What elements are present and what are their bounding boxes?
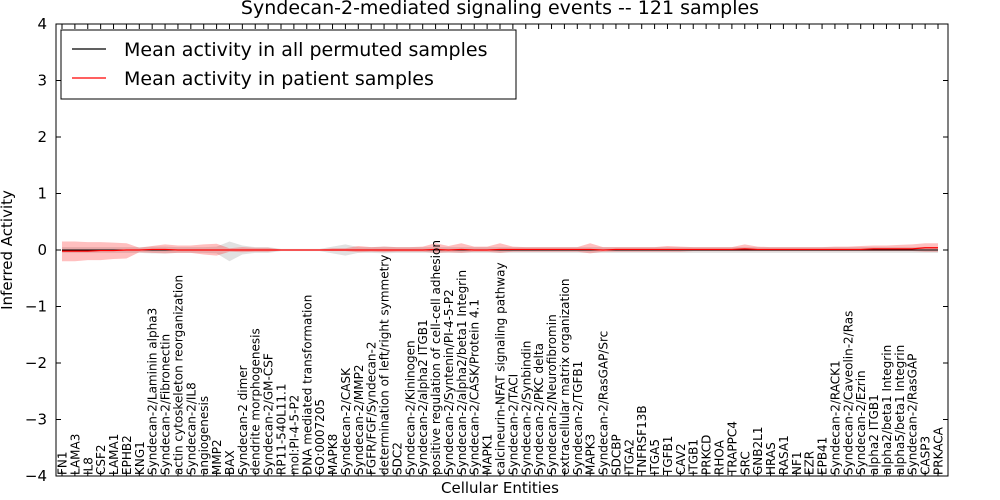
x-tick-label: MAPK8 bbox=[326, 434, 340, 475]
band-patient bbox=[62, 241, 938, 262]
x-tick-label: Syndecan-2/Laminin alpha3 bbox=[146, 308, 160, 475]
legend-label-patient: Mean activity in patient samples bbox=[124, 68, 434, 90]
x-tick-label: DNA mediated transformation bbox=[300, 295, 314, 475]
x-tick-label: Syndecan-2/RACK1 bbox=[828, 360, 842, 475]
line-patient bbox=[62, 247, 938, 252]
y-tick-label: 1 bbox=[37, 185, 47, 203]
x-tick-label: Syndecan-2/MMP2 bbox=[352, 365, 366, 475]
series-lines bbox=[62, 247, 938, 252]
x-tick-label: KNG1 bbox=[133, 441, 147, 475]
x-tick-label: Syndecan-2/Syntenin/PI-4-5-P2 bbox=[442, 289, 456, 475]
x-axis: FN1LAMA3IL8CSF2LAMA1EPHB2KNG1Syndecan-2/… bbox=[56, 24, 946, 476]
x-tick-label: TGFB1 bbox=[661, 436, 675, 476]
y-axis-label: Inferred Activity bbox=[0, 190, 16, 310]
x-tick-label: Syndecan-2/GM-CSF bbox=[262, 353, 276, 475]
x-tick-label: BAX bbox=[223, 450, 237, 475]
x-tick-label: SDC2 bbox=[390, 442, 404, 475]
x-tick-label: EPHB2 bbox=[120, 435, 134, 475]
x-tick-label: GNB2L1 bbox=[751, 427, 765, 475]
series-bands bbox=[62, 241, 938, 262]
x-tick-label: Syndecan-2 dimer bbox=[236, 365, 250, 475]
x-axis-label: Cellular Entities bbox=[441, 479, 559, 497]
x-tick-label: EPB41 bbox=[816, 437, 830, 475]
y-tick-label: −1 bbox=[25, 298, 47, 316]
x-tick-label: HRAS bbox=[764, 442, 778, 475]
x-tick-label: alpha2/beta1 Integrin bbox=[880, 345, 894, 475]
y-tick-label: −4 bbox=[25, 467, 47, 485]
x-tick-label: CSF2 bbox=[94, 444, 108, 475]
x-tick-label: Syndecan-2/Synbindin bbox=[519, 341, 533, 475]
x-tick-label: RHOA bbox=[713, 439, 727, 475]
x-tick-label: Syndecan-2/alpha2/beta1 Integrin bbox=[455, 270, 469, 475]
band-permuted bbox=[62, 241, 938, 262]
x-tick-label: TNFRSF13B bbox=[635, 405, 649, 476]
legend-label-permuted: Mean activity in all permuted samples bbox=[124, 39, 487, 61]
x-tick-label: ITGB1 bbox=[687, 439, 701, 475]
x-tick-label: Syndecan-2/IL8 bbox=[184, 382, 198, 475]
x-tick-label: alpha2 ITGB1 bbox=[867, 394, 881, 475]
x-tick-label: RP11-540L11.1 bbox=[275, 384, 289, 475]
y-tick-label: 3 bbox=[37, 72, 47, 90]
x-tick-label: extracellular matrix organization bbox=[558, 279, 572, 476]
legend-box bbox=[60, 29, 517, 100]
x-tick-label: RASA1 bbox=[777, 435, 791, 475]
x-tick-label: EZR bbox=[803, 451, 817, 475]
x-tick-label: actin cytoskeleton reorganization bbox=[171, 275, 185, 475]
x-tick-label: Syndecan-2/Neurofibromin bbox=[545, 314, 559, 475]
x-tick-label: Syndecan-2/CASK/Protein 4.1 bbox=[468, 299, 482, 475]
x-tick-label: alpha5/beta1 Integrin bbox=[893, 345, 907, 475]
x-tick-label: CAV2 bbox=[674, 443, 688, 475]
x-tick-label: Syndecan-2/Kininogen bbox=[403, 340, 417, 475]
x-tick-label: GO:0007205 bbox=[313, 399, 327, 475]
legend: Mean activity in all permuted samples Me… bbox=[60, 29, 517, 100]
y-tick-label: 2 bbox=[37, 128, 47, 146]
x-tick-label: Syndecan-2/alpha2 ITGB1 bbox=[416, 319, 430, 475]
x-tick-label: Syndecan-2/CASK bbox=[339, 367, 353, 475]
y-tick-label: −3 bbox=[25, 411, 47, 429]
x-tick-label: PRKCD bbox=[700, 435, 714, 475]
x-tick-label: mol:PI-4-5-P2 bbox=[287, 395, 301, 475]
x-tick-label: Syndecan-2/RasGAP/Src bbox=[597, 331, 611, 475]
x-tick-label: Syndecan-2/TACI bbox=[506, 374, 520, 475]
x-tick-label: Syndecan-2/Caveolin-2/Ras bbox=[841, 311, 855, 475]
x-tick-label: MAPK1 bbox=[481, 434, 495, 475]
x-tick-label: CASP3 bbox=[919, 436, 933, 475]
chart-title: Syndecan-2-mediated signaling events -- … bbox=[241, 0, 759, 19]
x-tick-label: Syndecan-2/Ezrin bbox=[854, 370, 868, 475]
x-tick-label: LAMA3 bbox=[68, 434, 82, 475]
x-tick-label: PRKACA bbox=[932, 426, 946, 475]
plot-frame bbox=[55, 23, 949, 477]
x-tick-label: angiogenesis bbox=[197, 396, 211, 475]
x-tick-label: positive regulation of cell-cell adhesio… bbox=[429, 240, 443, 475]
x-tick-label: FGFR/FGF/Syndecan-2 bbox=[365, 342, 379, 475]
x-tick-label: IL8 bbox=[81, 457, 95, 475]
y-tick-label: 0 bbox=[37, 241, 47, 259]
x-tick-label: ITGA5 bbox=[648, 439, 662, 475]
x-tick-label: FN1 bbox=[56, 451, 70, 475]
x-tick-label: LAMA1 bbox=[107, 434, 121, 475]
x-tick-label: MMP2 bbox=[210, 439, 224, 475]
x-tick-label: NF1 bbox=[790, 451, 804, 475]
x-tick-label: MAPK3 bbox=[584, 434, 598, 475]
x-tick-label: calcineurin-NFAT signaling pathway bbox=[494, 262, 508, 475]
x-tick-label: determination of left/right symmetry bbox=[378, 255, 392, 475]
x-tick-label: Syndecan-2/RasGAP bbox=[906, 354, 920, 475]
y-axis: 4 3 2 1 0 −1 −2 −3 −4 bbox=[25, 15, 948, 485]
x-tick-label: Syndecan-2/TGFB1 bbox=[571, 361, 585, 475]
x-tick-label: SDCBP bbox=[609, 434, 623, 475]
x-tick-label: dendrite morphogenesis bbox=[249, 328, 263, 475]
x-tick-label: TRAPPC4 bbox=[725, 421, 739, 476]
x-tick-label: Syndecan-2/Fibronectin bbox=[159, 334, 173, 475]
x-tick-label: Syndecan-2/PKC delta bbox=[532, 343, 546, 475]
x-tick-label: SRC bbox=[738, 451, 752, 475]
y-tick-label: −2 bbox=[25, 354, 47, 372]
x-tick-label: ITGA2 bbox=[622, 439, 636, 475]
y-tick-label: 4 bbox=[37, 15, 47, 33]
